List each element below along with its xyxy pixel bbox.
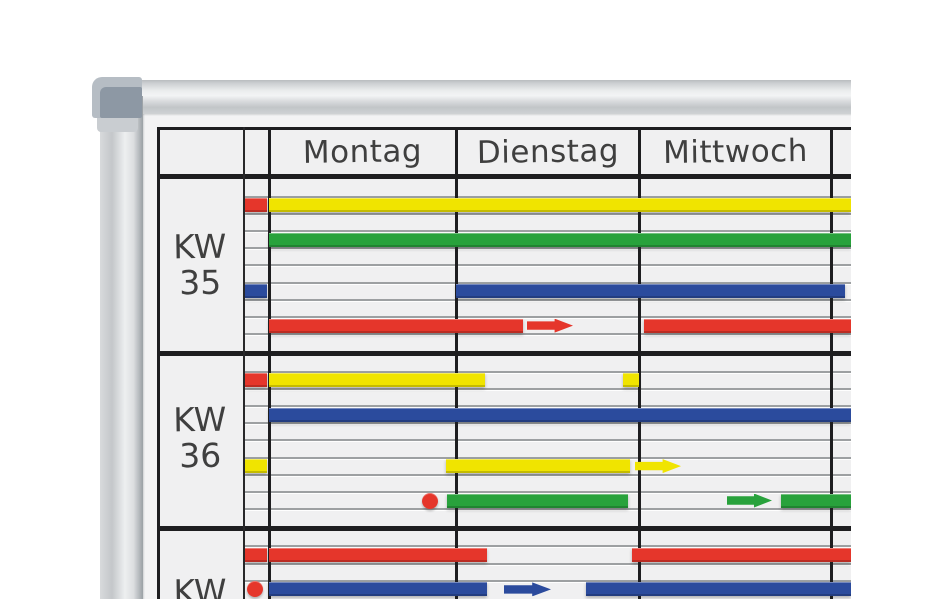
- magnet-arrow-blue: [504, 582, 551, 597]
- week-label-kw36-line1: KW: [172, 399, 227, 440]
- grid-row-line: [244, 370, 851, 373]
- magnet-bar-yellow: [446, 459, 630, 474]
- grid-row-line: [244, 316, 851, 318]
- grid-row-line: [244, 439, 851, 442]
- week-label-kw35-line2: 35: [178, 262, 222, 303]
- magnet-arrow-yellow: [635, 459, 681, 474]
- frame-inner-shadow-horizontal: [138, 112, 851, 116]
- magnet-bar-red: [269, 548, 487, 562]
- magnet-dot-red: [422, 492, 438, 509]
- day-header-montag: Montag: [270, 129, 456, 176]
- grid-row-line: [244, 508, 851, 511]
- day-header-dienstag-label: Dienstag: [476, 133, 620, 171]
- grid-column-line: [830, 127, 833, 599]
- day-header-mittwoch: Mittwoch: [641, 129, 831, 176]
- magnet-chip-yellow: [245, 459, 267, 474]
- magnet-bar-blue: [269, 407, 851, 422]
- magnet-bar-green: [781, 493, 851, 508]
- magnet-chip-red: [245, 373, 267, 388]
- grid-column-line: [157, 127, 160, 599]
- grid-column-line-narrow: [243, 127, 245, 599]
- grid-row-line: [244, 545, 851, 548]
- grid-row-line: [244, 195, 851, 198]
- grid-row-line: [244, 247, 851, 250]
- grid-row-line: [244, 422, 851, 425]
- board-frame-top-rail: [96, 80, 851, 114]
- day-header-dienstag: Dienstag: [458, 129, 639, 176]
- magnet-dot-red: [247, 581, 263, 598]
- magnet-bar-yellow: [269, 198, 851, 213]
- grid-section-line: [157, 174, 851, 179]
- magnet-bar-blue: [586, 582, 851, 597]
- week-label-kw37-line1: KW: [173, 571, 227, 599]
- board-frame-left-rail: [100, 96, 143, 599]
- grid-row-line: [244, 473, 851, 476]
- grid-section-line: [157, 127, 851, 130]
- week-label-kw36: KW 36: [157, 399, 244, 476]
- day-header-montag-label: Montag: [302, 133, 423, 171]
- magnet-arrow-green: [727, 493, 772, 508]
- magnet-bar-red: [644, 318, 851, 333]
- grid-row-line: [244, 281, 851, 284]
- grid-column-line: [268, 127, 271, 599]
- magnet-bar-red: [632, 548, 851, 562]
- magnet-arrow-red: [527, 318, 573, 333]
- week-label-kw37-partial: KW: [157, 571, 243, 599]
- grid-row-line: [244, 387, 851, 390]
- frame-corner-cap-inner: [100, 87, 142, 118]
- magnet-chip-blue: [245, 284, 267, 299]
- grid-row-line: [244, 562, 851, 565]
- magnet-bar-blue: [456, 284, 845, 299]
- magnet-chip-red: [245, 198, 267, 213]
- grid-section-line: [157, 526, 851, 531]
- magnet-bar-blue: [269, 582, 487, 597]
- grid-section-line: [157, 351, 851, 356]
- magnet-bar-green: [447, 493, 628, 508]
- magnet-bar-red: [269, 318, 523, 333]
- magnet-bar-yellow: [269, 373, 485, 388]
- week-label-kw36-line2: 36: [178, 435, 222, 476]
- magnet-bar-green: [269, 232, 851, 247]
- week-label-kw35-line1: KW: [172, 226, 227, 267]
- grid-row-line: [244, 404, 851, 407]
- magnet-chip-red: [245, 548, 267, 562]
- day-header-mittwoch-label: Mittwoch: [662, 132, 809, 172]
- grid-row-line: [244, 212, 851, 215]
- grid-column-line: [638, 127, 641, 599]
- grid-row-line: [244, 456, 851, 459]
- grid-row-line: [244, 264, 851, 267]
- week-label-kw35: KW 35: [157, 226, 244, 303]
- whiteboard-week-planner-photo: Montag Dienstag Mittwoch KW 35 KW 36 KW: [92, 77, 851, 599]
- magnet-chip-yellow: [623, 373, 639, 388]
- grid-row-line: [244, 230, 851, 232]
- grid-row-line: [244, 298, 851, 301]
- grid-row-line: [244, 579, 851, 582]
- frame-corner-cap-tab: [97, 118, 138, 132]
- frame-inner-shadow-vertical: [141, 110, 145, 599]
- grid-column-line: [455, 127, 458, 599]
- grid-row-line: [244, 490, 851, 493]
- grid-row-line: [244, 333, 851, 336]
